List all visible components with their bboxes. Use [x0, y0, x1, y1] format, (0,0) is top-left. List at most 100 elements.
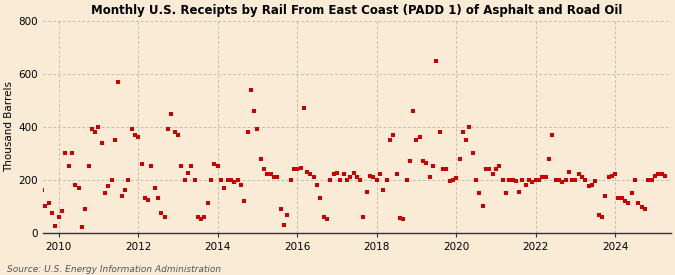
Point — [537, 175, 547, 179]
Point — [36, 188, 47, 192]
Point — [616, 196, 627, 200]
Point — [606, 174, 617, 178]
Point — [444, 179, 455, 183]
Point — [418, 159, 429, 163]
Point — [331, 171, 342, 175]
Point — [116, 193, 127, 198]
Point — [531, 177, 541, 182]
Point — [302, 170, 313, 174]
Point — [43, 201, 54, 206]
Point — [252, 127, 263, 132]
Point — [570, 177, 581, 182]
Point — [587, 183, 597, 187]
Point — [458, 130, 468, 134]
Point — [597, 214, 608, 219]
Point — [431, 59, 441, 63]
Point — [437, 167, 448, 171]
Point — [133, 135, 144, 140]
Point — [308, 175, 319, 179]
Point — [603, 175, 614, 179]
Point — [149, 185, 160, 190]
Point — [176, 164, 187, 169]
Point — [34, 185, 45, 190]
Point — [60, 151, 71, 155]
Text: Source: U.S. Energy Information Administration: Source: U.S. Energy Information Administ… — [7, 265, 221, 274]
Point — [643, 177, 653, 182]
Point — [269, 175, 279, 179]
Point — [507, 177, 518, 182]
Point — [345, 175, 356, 179]
Point — [633, 201, 644, 206]
Point — [659, 174, 670, 178]
Point — [520, 183, 531, 187]
Point — [169, 130, 180, 134]
Point — [358, 214, 369, 219]
Point — [285, 177, 296, 182]
Point — [338, 172, 349, 177]
Point — [107, 177, 117, 182]
Point — [454, 156, 465, 161]
Point — [236, 183, 246, 187]
Point — [649, 174, 660, 178]
Point — [352, 175, 362, 179]
Y-axis label: Thousand Barrels: Thousand Barrels — [4, 81, 14, 172]
Point — [543, 156, 554, 161]
Point — [464, 125, 475, 129]
Point — [392, 172, 402, 177]
Point — [50, 224, 61, 228]
Point — [510, 179, 521, 183]
Point — [215, 177, 226, 182]
Point — [259, 167, 269, 171]
Point — [371, 177, 382, 182]
Point — [653, 172, 664, 177]
Point — [173, 133, 184, 137]
Point — [408, 109, 418, 113]
Point — [312, 183, 323, 187]
Point — [527, 180, 538, 185]
Point — [103, 184, 114, 188]
Point — [576, 175, 587, 179]
Point — [292, 167, 302, 171]
Point — [76, 225, 87, 229]
Point — [613, 196, 624, 200]
Point — [109, 138, 120, 142]
Point — [557, 180, 568, 185]
Point — [255, 156, 266, 161]
Point — [67, 151, 78, 155]
Point — [225, 177, 236, 182]
Point — [321, 217, 332, 222]
Point — [427, 164, 438, 169]
Point — [179, 177, 190, 182]
Point — [319, 214, 329, 219]
Point — [385, 138, 396, 142]
Point — [491, 167, 502, 171]
Point — [97, 141, 107, 145]
Point — [590, 179, 601, 183]
Point — [414, 135, 425, 140]
Point — [57, 209, 68, 214]
Point — [159, 214, 170, 219]
Point — [282, 213, 293, 218]
Point — [335, 177, 346, 182]
Point — [100, 191, 111, 195]
Point — [315, 196, 326, 200]
Point — [564, 170, 574, 174]
Point — [40, 204, 51, 208]
Point — [487, 172, 498, 177]
Point — [140, 196, 151, 200]
Point — [401, 177, 412, 182]
Point — [93, 125, 104, 129]
Point — [192, 214, 203, 219]
Point — [295, 166, 306, 170]
Point — [461, 138, 472, 142]
Point — [524, 177, 535, 182]
Point — [83, 164, 94, 169]
Point — [600, 193, 611, 198]
Point — [342, 177, 352, 182]
Point — [213, 164, 223, 169]
Point — [272, 175, 283, 179]
Point — [166, 111, 177, 116]
Point — [540, 175, 551, 179]
Point — [398, 217, 408, 222]
Point — [504, 177, 514, 182]
